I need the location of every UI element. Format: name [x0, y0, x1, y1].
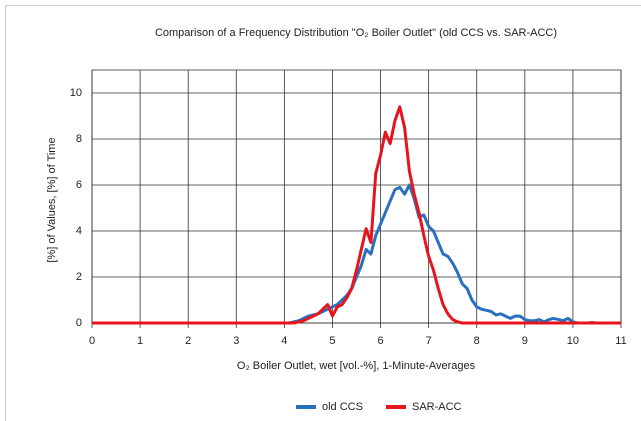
x-tick-label: 3	[233, 335, 239, 347]
x-tick-label: 11	[615, 335, 626, 347]
y-tick-label: 4	[76, 225, 82, 237]
plot-area	[91, 69, 622, 324]
x-tick-label: 7	[426, 335, 432, 347]
x-tick-label: 9	[522, 335, 528, 347]
x-tick-label: 2	[185, 335, 191, 347]
y-tick-label: 8	[76, 133, 82, 145]
y-tick-label: 6	[76, 179, 82, 191]
line-series	[92, 183, 621, 325]
x-tick-label: 10	[567, 335, 579, 347]
x-tick-label: 4	[281, 335, 287, 347]
x-tick-label: 6	[377, 335, 383, 347]
x-tick-label: 1	[137, 335, 143, 347]
chart-title: Comparison of a Frequency Distribution "…	[155, 27, 557, 39]
x-tick-label: 8	[474, 335, 480, 347]
y-tick-label: 10	[70, 87, 82, 99]
y-axis-label: [%] of Values, [%] of Time	[46, 137, 58, 262]
legend-label: old CCS	[322, 401, 363, 413]
legend-label: SAR-ACC	[412, 401, 462, 413]
y-tick-label: 0	[76, 317, 82, 329]
x-axis-label: O₂ Boiler Outlet, wet [vol.-%], 1-Minute…	[237, 360, 476, 372]
line-series	[92, 105, 621, 325]
x-tick-label: 5	[329, 335, 335, 347]
chart-frame	[5, 5, 641, 421]
x-tick-label: 0	[89, 335, 95, 347]
y-tick-label: 2	[76, 271, 82, 283]
